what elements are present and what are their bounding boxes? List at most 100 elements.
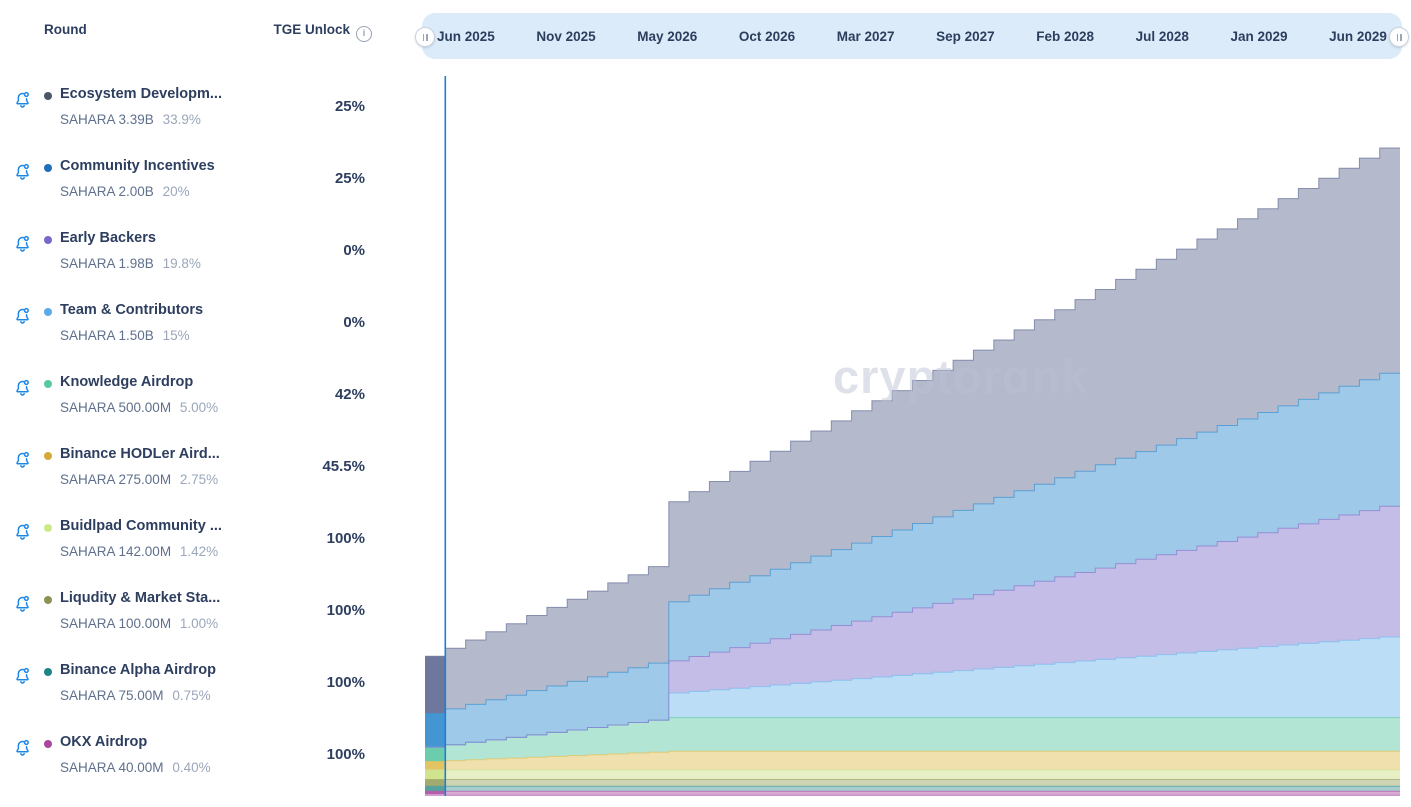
- timeline-tick: Jan 2029: [1230, 28, 1288, 44]
- notification-bell-icon[interactable]: [12, 449, 33, 470]
- round-row[interactable]: Early Backers SAHARA 1.98B 19.8% 0%: [0, 220, 420, 284]
- round-amount: SAHARA 500.00M: [60, 400, 172, 415]
- round-amount: SAHARA 40.00M: [60, 760, 164, 775]
- round-tge-unlock-value: 45.5%: [322, 458, 365, 475]
- notification-bell-icon[interactable]: [12, 305, 33, 326]
- round-row[interactable]: Community Incentives SAHARA 2.00B 20% 25…: [0, 148, 420, 212]
- rounds-panel-header: Round TGE Unlock i: [0, 20, 420, 44]
- timeline-tick: Oct 2026: [738, 28, 796, 44]
- round-color-dot: [44, 740, 52, 748]
- round-name: Knowledge Airdrop: [60, 374, 194, 390]
- round-amount: SAHARA 1.50B: [60, 328, 154, 343]
- round-name: Early Backers: [60, 230, 156, 246]
- round-subtitle: SAHARA 2.00B 20%: [60, 184, 290, 199]
- round-amount: SAHARA 275.00M: [60, 472, 172, 487]
- round-name: Binance Alpha Airdrop: [60, 662, 217, 678]
- round-supply-percent: 0.75%: [172, 688, 211, 703]
- round-name: Buidlpad Community ...: [60, 518, 222, 534]
- timeline-scrollbar[interactable]: Jun 2025 Nov 2025 May 2026 Oct 2026 Mar 2027…: [422, 13, 1402, 59]
- tge-unlock-label: TGE Unlock: [273, 22, 350, 37]
- round-amount: SAHARA 2.00B: [60, 184, 154, 199]
- timeline-tick: Jun 2025: [437, 28, 495, 44]
- round-color-dot: [44, 524, 52, 532]
- tge-unlock-column-header: TGE Unlock i: [240, 22, 372, 42]
- round-supply-percent: 19.8%: [162, 256, 201, 271]
- timeline-handle-right[interactable]: [1389, 27, 1409, 47]
- round-tge-unlock-value: 0%: [343, 242, 365, 259]
- round-tge-unlock-value: 100%: [326, 602, 365, 619]
- round-subtitle: SAHARA 1.50B 15%: [60, 328, 290, 343]
- round-supply-percent: 1.00%: [179, 616, 219, 631]
- round-row[interactable]: Liqudity & Market Sta... SAHARA 100.00M …: [0, 580, 420, 644]
- round-row[interactable]: Knowledge Airdrop SAHARA 500.00M 5.00% 4…: [0, 364, 420, 428]
- round-tge-unlock-value: 25%: [334, 98, 365, 115]
- round-tge-unlock-value: 0%: [343, 314, 365, 331]
- round-subtitle: SAHARA 500.00M 5.00%: [60, 400, 290, 415]
- info-icon[interactable]: i: [356, 26, 372, 42]
- round-row[interactable]: Ecosystem Developm... SAHARA 3.39B 33.9%…: [0, 76, 420, 140]
- round-row[interactable]: Binance HODLer Aird... SAHARA 275.00M 2.…: [0, 436, 420, 500]
- round-amount: SAHARA 3.39B: [60, 112, 154, 127]
- round-amount: SAHARA 75.00M: [60, 688, 164, 703]
- round-tge-unlock-value: 100%: [326, 530, 365, 547]
- round-supply-percent: 0.40%: [172, 760, 211, 775]
- round-tge-unlock-value: 100%: [326, 746, 365, 763]
- round-subtitle: SAHARA 40.00M 0.40%: [60, 760, 290, 775]
- round-color-dot: [44, 668, 52, 676]
- round-amount: SAHARA 100.00M: [60, 616, 172, 631]
- rounds-panel: Round TGE Unlock i Ecosystem Developm... …: [0, 0, 420, 807]
- notification-bell-icon[interactable]: [12, 737, 33, 758]
- timeline-tick: Feb 2028: [1036, 28, 1095, 44]
- round-supply-percent: 2.75%: [179, 472, 219, 487]
- round-name: OKX Airdrop: [60, 734, 148, 750]
- notification-bell-icon[interactable]: [12, 233, 33, 254]
- round-supply-percent: 1.42%: [179, 544, 219, 559]
- round-color-dot: [44, 596, 52, 604]
- round-row[interactable]: Team & Contributors SAHARA 1.50B 15% 0%: [0, 292, 420, 356]
- notification-bell-icon[interactable]: [12, 521, 33, 542]
- round-tge-unlock-value: 25%: [334, 170, 365, 187]
- round-tge-unlock-value: 42%: [334, 386, 365, 403]
- round-supply-percent: 33.9%: [162, 112, 201, 127]
- round-row[interactable]: Binance Alpha Airdrop SAHARA 75.00M 0.75…: [0, 652, 420, 716]
- round-color-dot: [44, 236, 52, 244]
- notification-bell-icon[interactable]: [12, 665, 33, 686]
- notification-bell-icon[interactable]: [12, 377, 33, 398]
- round-color-dot: [44, 452, 52, 460]
- round-subtitle: SAHARA 275.00M 2.75%: [60, 472, 290, 487]
- round-amount: SAHARA 1.98B: [60, 256, 154, 271]
- notification-bell-icon[interactable]: [12, 89, 33, 110]
- round-name: Ecosystem Developm...: [60, 86, 222, 102]
- timeline-tick: Sep 2027: [936, 28, 995, 44]
- timeline-tick: Mar 2027: [836, 28, 895, 44]
- round-supply-percent: 20%: [162, 184, 190, 199]
- round-subtitle: SAHARA 3.39B 33.9%: [60, 112, 290, 127]
- round-row[interactable]: Buidlpad Community ... SAHARA 142.00M 1.…: [0, 508, 420, 572]
- round-column-header: Round: [44, 22, 87, 37]
- timeline-ticks: Jun 2025 Nov 2025 May 2026 Oct 2026 Mar 2027…: [422, 13, 1402, 59]
- round-tge-unlock-value: 100%: [326, 674, 365, 691]
- round-color-dot: [44, 308, 52, 316]
- round-supply-percent: 15%: [162, 328, 190, 343]
- round-name: Liqudity & Market Sta...: [60, 590, 221, 606]
- round-color-dot: [44, 92, 52, 100]
- timeline-handle-left[interactable]: [415, 27, 435, 47]
- timeline-tick: Jun 2029: [1329, 28, 1387, 44]
- round-supply-percent: 5.00%: [179, 400, 219, 415]
- round-subtitle: SAHARA 142.00M 1.42%: [60, 544, 290, 559]
- round-subtitle: SAHARA 100.00M 1.00%: [60, 616, 290, 631]
- timeline-tick: May 2026: [637, 28, 698, 44]
- round-row[interactable]: OKX Airdrop SAHARA 40.00M 0.40% 100%: [0, 724, 420, 788]
- timeline-tick: Nov 2025: [536, 28, 596, 44]
- round-name: Team & Contributors: [60, 302, 204, 318]
- round-subtitle: SAHARA 75.00M 0.75%: [60, 688, 290, 703]
- round-subtitle: SAHARA 1.98B 19.8%: [60, 256, 290, 271]
- timeline-tick: Jul 2028: [1135, 28, 1189, 44]
- round-color-dot: [44, 164, 52, 172]
- round-name: Community Incentives: [60, 158, 215, 174]
- notification-bell-icon[interactable]: [12, 593, 33, 614]
- notification-bell-icon[interactable]: [12, 161, 33, 182]
